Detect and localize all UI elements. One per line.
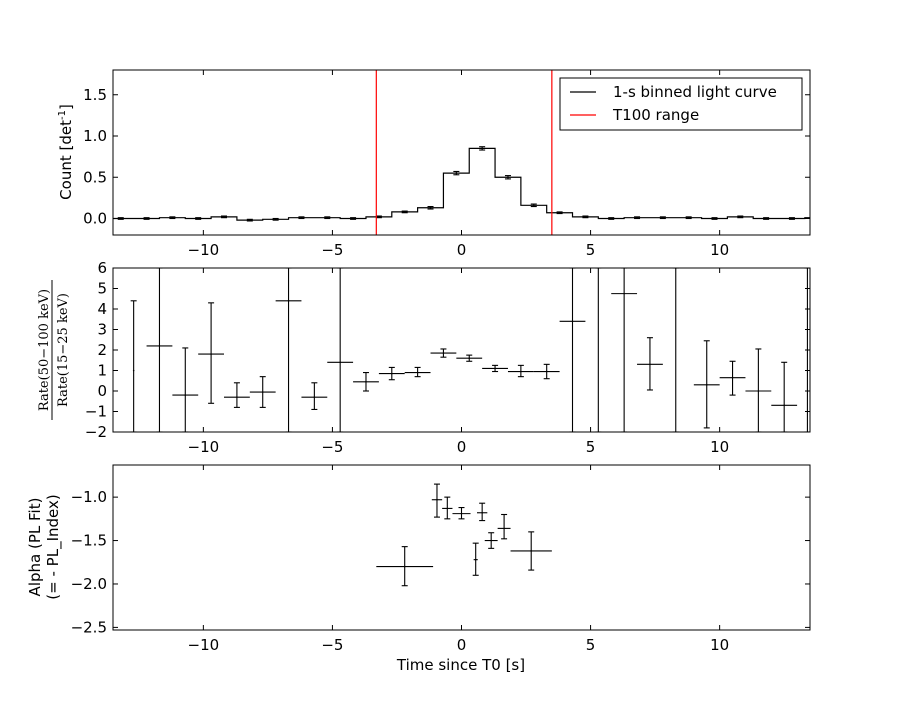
y-tick-label: 2	[97, 341, 107, 359]
y-tick-label: 6	[97, 259, 107, 277]
y-tick-label: 0.5	[83, 168, 107, 186]
y-tick-label: 0	[97, 382, 107, 400]
y-tick-label: −2	[85, 423, 107, 441]
y-axis-label-denominator: Rate(15−25 keV)	[56, 293, 71, 407]
x-tick-label: 10	[710, 636, 729, 654]
x-tick-label: 5	[586, 241, 596, 259]
y-tick-label: 5	[97, 280, 107, 298]
x-tick-label: 5	[586, 636, 596, 654]
y-tick-label: 0.0	[83, 210, 107, 228]
y-tick-label: 1.5	[83, 86, 107, 104]
y-axis-label-line2: (= - PL_Index)	[44, 494, 63, 599]
panel-light-curve: −10 −5 0 5 10 0.0 0.5 1.0 1.5 Count [det-1] 1-s …	[57, 69, 811, 259]
y-tick-label: 1	[97, 362, 107, 380]
y-axis-label: Count [det-1]	[57, 104, 75, 200]
x-tick-label: −10	[188, 241, 220, 259]
x-tick-label: −10	[188, 636, 220, 654]
x-tick-label: −10	[188, 438, 220, 456]
y-tick-label: −2.5	[71, 618, 107, 636]
x-tick-label: 0	[457, 241, 467, 259]
y-axis-label-line1: Alpha (PL Fit)	[26, 498, 44, 597]
x-tick-label: −5	[321, 241, 343, 259]
y-tick-label: −1	[85, 403, 107, 421]
y-tick-label: −1.0	[71, 488, 107, 506]
y-tick-label: 3	[97, 321, 107, 339]
x-tick-label: 5	[586, 438, 596, 456]
x-axis-label: Time since T0 [s]	[396, 656, 525, 674]
x-tick-label: 0	[457, 438, 467, 456]
panel-alpha: −10 −5 0 5 10 −1.0 −1.5 −2.0 −2.5 Alpha (PL Fit)…	[26, 464, 811, 674]
x-tick-label: 10	[710, 438, 729, 456]
y-tick-label: −1.5	[71, 532, 107, 550]
x-tick-label: 10	[710, 241, 729, 259]
y-axis-label: Rate(50−100 keV) Rate(15−25 keV)	[37, 280, 71, 420]
y-tick-label: 4	[97, 300, 107, 318]
y-tick-label: −2.0	[71, 575, 107, 593]
light-curve-step-line	[113, 147, 810, 221]
x-tick-label: −5	[321, 438, 343, 456]
y-axis-label-numerator: Rate(50−100 keV)	[37, 289, 52, 411]
x-tick-label: 0	[457, 636, 467, 654]
legend-label-light-curve: 1-s binned light curve	[613, 83, 777, 101]
legend: 1-s binned light curve T100 range	[559, 77, 803, 131]
legend-label-t100: T100 range	[612, 106, 699, 124]
y-tick-label: 1.0	[83, 127, 107, 145]
legend-box	[559, 77, 803, 131]
x-tick-label: −5	[321, 636, 343, 654]
